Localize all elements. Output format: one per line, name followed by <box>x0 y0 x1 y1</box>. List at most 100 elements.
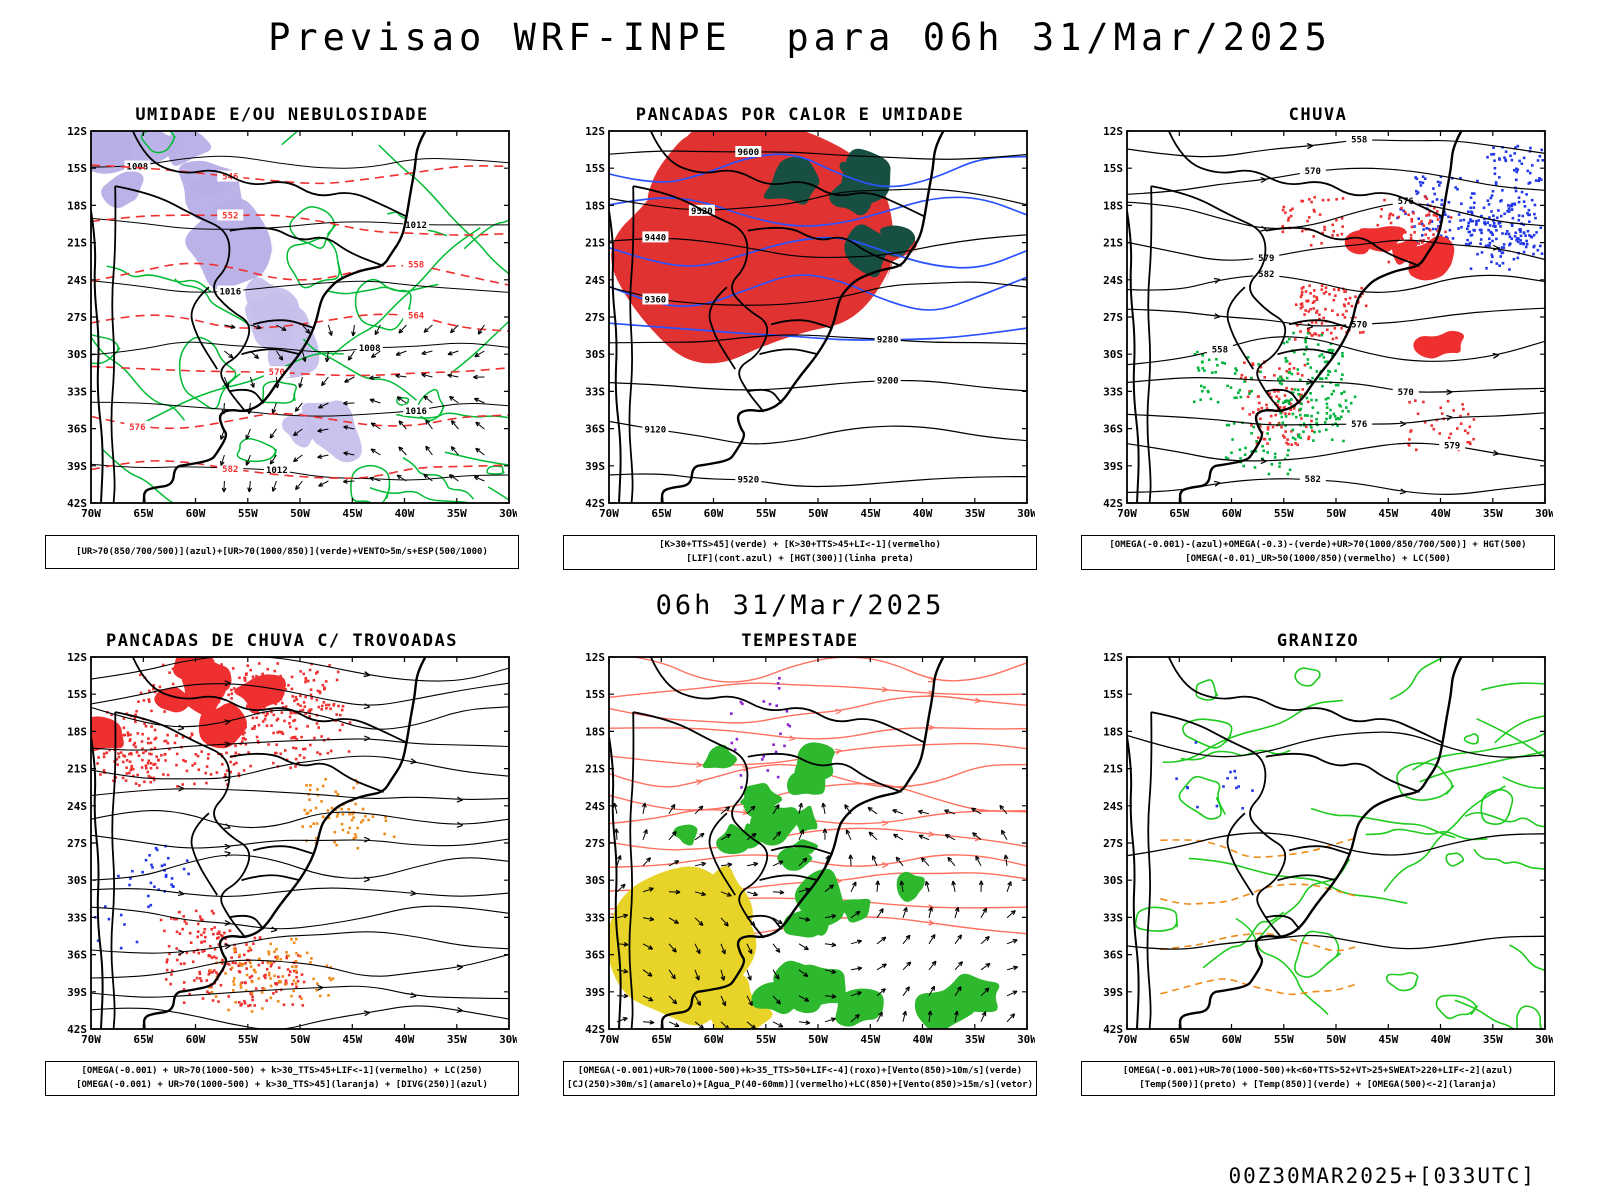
laranja-pontos <box>301 777 396 850</box>
lat-tick-label: 39S <box>585 460 605 473</box>
lon-tick-label: 70W <box>1117 1033 1137 1046</box>
lat-tick-label: 12S <box>1103 653 1123 664</box>
lat-tick-label: 24S <box>67 274 87 287</box>
lon-tick-label: 55W <box>238 507 258 520</box>
lon-tick-label: 55W <box>756 507 776 520</box>
lon-tick-label: 65W <box>1169 507 1189 520</box>
lat-tick-label: 27S <box>1103 311 1123 324</box>
west-coastline <box>609 210 622 503</box>
lat-tick-label: 12S <box>585 127 605 138</box>
bottom-row: PANCADAS DE CHUVA C/ TROVOADAS 12S 15S 18S… <box>0 631 1600 1096</box>
lat-tick-label: 21S <box>67 237 87 250</box>
map-layers <box>1127 656 1545 1029</box>
lon-tick-label: 40W <box>913 1033 933 1046</box>
coastline <box>1178 656 1463 1029</box>
lat-tick-label: 12S <box>585 653 605 664</box>
lat-tick-label: 42S <box>1103 1023 1123 1036</box>
lon-tick-label: 45W <box>860 1033 880 1046</box>
political-border <box>628 711 635 1029</box>
political-border <box>708 812 736 896</box>
divg-azul-pontos <box>94 844 190 950</box>
lon-tick-label: 60W <box>1222 1033 1242 1046</box>
lon-tick-label: 65W <box>651 1033 671 1046</box>
lat-tick-label: 27S <box>1103 837 1123 850</box>
lon-tick-label: 50W <box>808 1033 828 1046</box>
caption-box: [OMEGA(-0.001)+UR>70(1000-500)+k<60+TTS>… <box>1081 1060 1555 1096</box>
lat-tick-label: 30S <box>585 348 605 361</box>
vento850-vetores <box>613 802 1018 1029</box>
political-border <box>770 319 833 330</box>
political-border <box>1264 388 1301 404</box>
svg-text:1016: 1016 <box>219 288 241 298</box>
political-border <box>1146 186 1153 503</box>
lon-tick-label: 35W <box>965 1033 985 1046</box>
caption-line-2: [OMEGA(-0.001) + UR>70(1000-500) + k>30_… <box>76 1080 488 1091</box>
svg-text:582: 582 <box>1305 475 1321 485</box>
lat-tick-label: 18S <box>67 725 87 738</box>
lon-tick-label: 60W <box>704 1033 724 1046</box>
lat-tick-label: 30S <box>1103 348 1123 361</box>
svg-text:9440: 9440 <box>645 233 667 243</box>
lat-tick-label: 30S <box>1103 874 1123 887</box>
lon-tick-label: 60W <box>186 1033 206 1046</box>
political-border <box>1226 812 1254 896</box>
west-coastline <box>609 736 622 1029</box>
political-border <box>131 656 407 744</box>
svg-text:1012: 1012 <box>405 221 427 231</box>
lon-tick-label: 40W <box>395 507 415 520</box>
lat-tick-label: 30S <box>67 874 87 887</box>
lon-tick-label: 55W <box>238 1033 258 1046</box>
lon-tick-label: 50W <box>808 507 828 520</box>
political-border <box>1167 131 1443 218</box>
lat-tick-label: 27S <box>585 311 605 324</box>
south-america-geography <box>91 131 427 503</box>
lat-tick-label: 30S <box>67 348 87 361</box>
lon-tick-label: 35W <box>447 507 467 520</box>
lon-tick-label: 30W <box>1017 507 1035 520</box>
svg-text:564: 564 <box>408 312 425 322</box>
caption-line-1: [K>30+TTS>45](verde) + [K>30+TTS>45+LI<-… <box>659 540 941 550</box>
lat-tick-label: 36S <box>1103 423 1123 436</box>
lat-tick-label: 33S <box>1103 385 1123 398</box>
svg-text:552: 552 <box>222 212 238 222</box>
caption-line-1: [OMEGA(-0.001)+UR>70(1000-500)+k<60+TTS>… <box>1122 1065 1514 1076</box>
political-border <box>1151 185 1287 413</box>
caption-line-1: [UR>70(850/700/500)](azul)+[UR>70(1000/8… <box>76 546 488 557</box>
lat-tick-label: 42S <box>585 1023 605 1036</box>
political-border <box>1265 226 1420 267</box>
lon-tick-label: 35W <box>965 507 985 520</box>
svg-text:9520: 9520 <box>737 476 759 486</box>
lat-tick-label: 36S <box>67 948 87 961</box>
political-border <box>708 286 736 370</box>
coastline <box>660 656 945 1029</box>
political-border <box>759 874 819 881</box>
lat-tick-label: 27S <box>67 837 87 850</box>
lat-tick-label: 33S <box>585 385 605 398</box>
lon-tick-label: 60W <box>1222 507 1242 520</box>
lat-tick-label: 21S <box>1103 762 1123 775</box>
map-pancadas-calor-umidade: 9600 9520 9440 9360 9280 9200 9120 9520 12S 15S 18… <box>585 127 1035 520</box>
lon-tick-label: 50W <box>1326 507 1346 520</box>
lat-tick-label: 36S <box>585 423 605 436</box>
azul-pontos <box>1175 740 1254 810</box>
lon-tick-label: 45W <box>1378 507 1398 520</box>
svg-text:579: 579 <box>1444 441 1460 451</box>
ur-1000-850-verde-contornos <box>91 131 509 503</box>
political-border <box>131 131 407 218</box>
panel-title: CHUVA <box>1288 105 1348 125</box>
political-border <box>252 845 315 855</box>
map-chuva: 55857057657958257055857057657958212S15S1… <box>1103 127 1553 520</box>
lat-tick-label: 15S <box>585 688 605 701</box>
lon-tick-label: 45W <box>1378 1033 1398 1046</box>
lat-tick-label: 18S <box>585 199 605 212</box>
political-border <box>1151 710 1287 939</box>
lon-tick-label: 55W <box>756 1033 776 1046</box>
political-border <box>229 752 384 793</box>
political-border <box>228 914 265 930</box>
lon-tick-label: 70W <box>599 1033 619 1046</box>
